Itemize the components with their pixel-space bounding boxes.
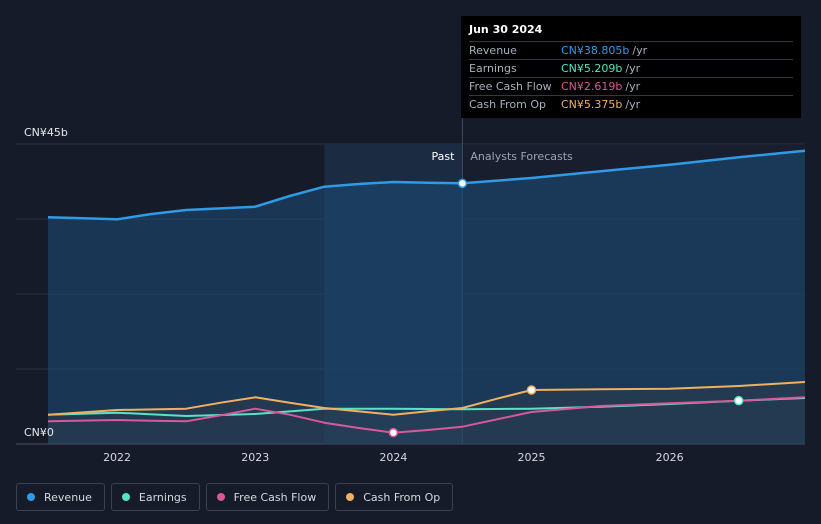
tooltip-value: CN¥38.805b: [561, 44, 630, 57]
tooltip-unit: /yr: [625, 98, 641, 111]
tooltip-row-earnings: Earnings CN¥5.209b /yr: [469, 59, 793, 77]
chart: CN¥45b CN¥0 2022 2023 2024 2025 2026 Past Analys…: [16, 16, 806, 464]
tooltip-unit: /yr: [625, 80, 641, 93]
revenue-area: [48, 150, 805, 444]
legend-label: Free Cash Flow: [233, 490, 317, 504]
cash-from-op-line: [47, 381, 806, 416]
tooltip-value: CN¥5.209b: [561, 62, 623, 75]
x-tick-label: 2025: [517, 451, 545, 464]
legend-item-free-cash-flow[interactable]: Free Cash Flow: [205, 483, 330, 511]
legend-item-cash-from-op[interactable]: Cash From Op: [335, 483, 454, 511]
free-cash-flow-point: [388, 427, 399, 438]
forecast-label: Analysts Forecasts: [470, 150, 573, 163]
x-tick-label: 2026: [656, 451, 684, 464]
revenue-line: [47, 149, 806, 221]
legend-dot-icon: [346, 493, 355, 501]
legend-dot-icon: [121, 493, 130, 501]
earnings-point: [733, 395, 744, 406]
tooltip-row-revenue: Revenue CN¥38.805b /yr: [469, 41, 793, 59]
tooltip-row-free-cash-flow: Free Cash Flow CN¥2.619b /yr: [469, 77, 793, 95]
cash-from-op-point: [526, 385, 537, 395]
y-tick-label: CN¥45b: [24, 126, 68, 139]
legend-dot-icon: [27, 493, 35, 501]
tooltip-row-cash-from-op: Cash From Op CN¥5.375b /yr: [469, 95, 793, 113]
x-tick-label: 2023: [241, 451, 269, 464]
free-cash-flow-line: [47, 396, 806, 434]
tooltip-date: Jun 30 2024: [469, 23, 543, 36]
x-tick-label: 2022: [103, 451, 131, 464]
tooltip-label: Revenue: [469, 44, 517, 57]
tooltip-value: CN¥2.619b: [561, 80, 623, 93]
x-tick-label: 2024: [379, 451, 407, 464]
legend: Revenue Earnings Free Cash Flow Cash Fro…: [16, 483, 454, 511]
tooltip: Jun 30 2024 Revenue CN¥38.805b /yr Earni…: [461, 16, 801, 118]
y-tick-label: CN¥0: [24, 426, 54, 439]
legend-item-revenue[interactable]: Revenue: [16, 483, 105, 511]
tooltip-unit: /yr: [625, 62, 641, 75]
tooltip-unit: /yr: [632, 44, 648, 57]
legend-dot-icon: [216, 493, 225, 501]
legend-item-earnings[interactable]: Earnings: [110, 483, 200, 511]
tooltip-label: Earnings: [469, 62, 517, 75]
revenue-point: [457, 178, 468, 189]
legend-label: Earnings: [138, 490, 187, 504]
tooltip-label: Cash From Op: [469, 98, 547, 111]
tooltip-value: CN¥5.375b: [561, 98, 623, 111]
legend-label: Cash From Op: [363, 490, 441, 504]
past-label: Past: [431, 150, 455, 163]
lower-series-area: [48, 382, 805, 444]
legend-label: Revenue: [44, 490, 92, 504]
tooltip-label: Free Cash Flow: [469, 80, 552, 93]
